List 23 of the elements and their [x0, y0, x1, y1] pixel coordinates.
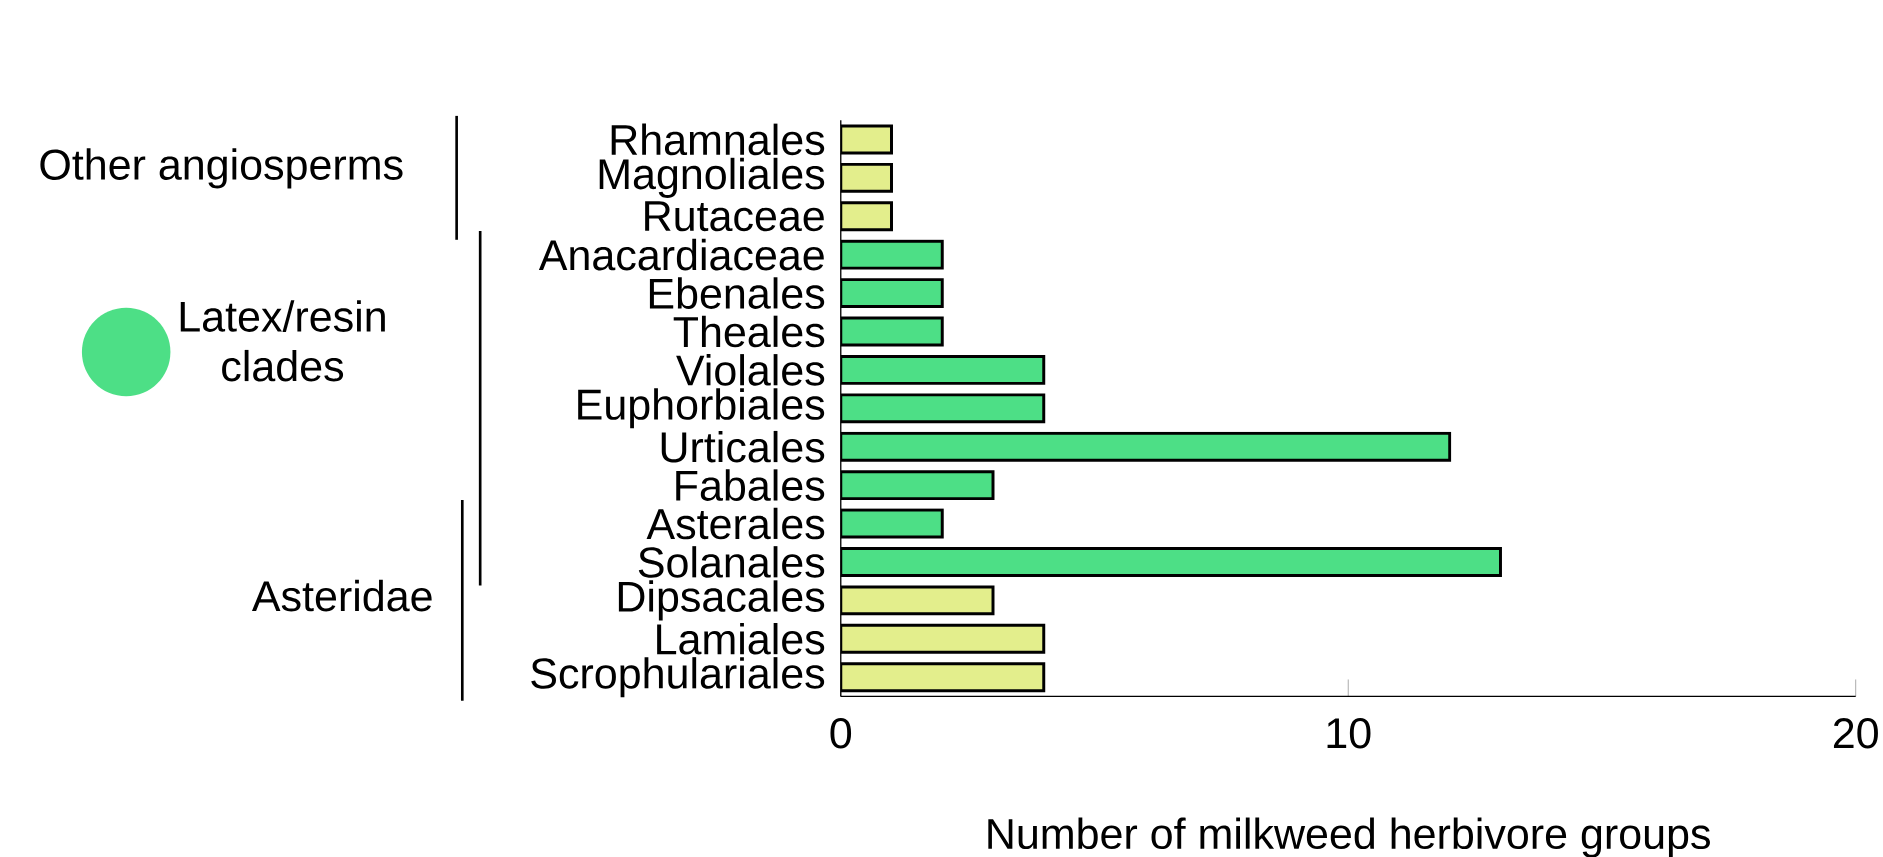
x-tick-label: 0 [830, 717, 852, 749]
y-tick-label: Lamiales [657, 622, 825, 655]
y-tick-label: Magnoliales [599, 157, 825, 198]
y-tick-label: Rhamnales [611, 123, 825, 156]
x-tick-label: 20 [1833, 717, 1878, 749]
y-tick-label: Rutaceae [645, 201, 824, 232]
y-tick-label: Solanales [638, 545, 825, 578]
bar [840, 124, 893, 155]
y-tick-label: Theales [673, 315, 825, 348]
x-axis-title: Number of milkweed herbivore groups [988, 817, 1710, 857]
y-tick-label: Asterales [646, 507, 825, 540]
y-tick-label: Urticales [661, 430, 825, 463]
text: Asteridae [251, 579, 432, 612]
y-tick-label: Violales [676, 353, 825, 386]
y-tick-label: Ebenales [649, 277, 825, 309]
y-tick-label: Anacardiaceae [538, 238, 824, 271]
y-tick-label: Dipsacales [618, 580, 825, 621]
text: Other angiosperms [40, 148, 403, 189]
y-tick-label: Euphorbiales [578, 388, 825, 429]
text: Latex/resin clades [180, 300, 385, 382]
y-tick-label: Fabales [676, 469, 825, 501]
x-tick-label: 10 [1327, 717, 1371, 749]
y-tick-label: Scrophulariales [531, 656, 825, 698]
